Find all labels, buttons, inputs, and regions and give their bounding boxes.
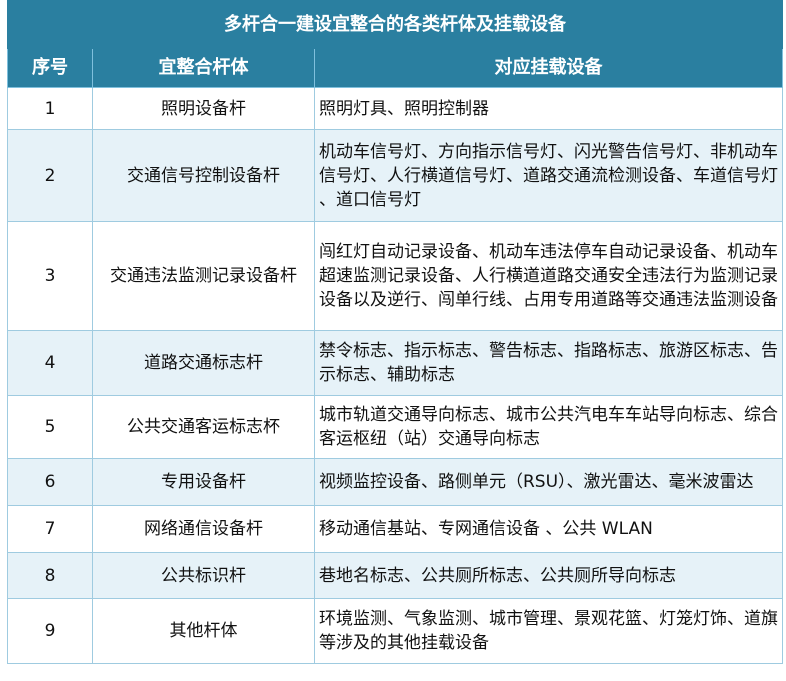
row-number: 4 [7,330,93,396]
header-devices: 对应挂载设备 [313,48,784,88]
row-number: 3 [7,221,93,331]
row-devices: 环境监测、气象监测、城市管理、景观花篮、灯笼灯饰、道旗等涉及的其他挂载设备 [313,598,784,664]
row-pole: 道路交通标志杆 [92,330,315,396]
row-pole: 专用设备杆 [92,458,315,506]
table-row: 3 交通违法监测记录设备杆 闯红灯自动记录设备、机动车违法停车自动记录设备、机动车超… [7,221,784,331]
row-devices: 视频监控设备、路侧单元（RSU）、激光雷达、毫米波雷达 [313,458,784,506]
row-devices: 照明灯具、照明控制器 [313,87,784,130]
row-pole: 公共交通客运标志杯 [92,395,315,459]
row-number: 7 [7,505,93,553]
header-no: 序号 [7,48,93,88]
row-number: 8 [7,552,93,599]
table-row: 5 公共交通客运标志杯 城市轨道交通导向标志、城市公共汽电车车站导向标志、综合客运枢… [7,395,784,459]
row-pole: 交通信号控制设备杆 [92,129,315,222]
table-row: 7 网络通信设备杆 移动通信基站、专网通信设备 、公共 WLAN [7,505,784,553]
row-pole: 其他杆体 [92,598,315,664]
table-row: 8 公共标识杆 巷地名标志、公共厕所标志、公共厕所导向标志 [7,552,784,599]
row-pole: 公共标识杆 [92,552,315,599]
row-devices: 移动通信基站、专网通信设备 、公共 WLAN [313,505,784,553]
row-devices: 机动车信号灯、方向指示信号灯、闪光警告信号灯、非机动车信号灯、人行横道信号灯、道… [313,129,784,222]
table-row: 1 照明设备杆 照明灯具、照明控制器 [7,87,784,130]
row-devices: 城市轨道交通导向标志、城市公共汽电车车站导向标志、综合客运枢纽（站）交通导向标志 [313,395,784,459]
row-pole: 网络通信设备杆 [92,505,315,553]
header-pole: 宜整合杆体 [92,48,315,88]
row-number: 2 [7,129,93,222]
table-title: 多杆合一建设宜整合的各类杆体及挂载设备 [6,0,784,49]
row-pole: 照明设备杆 [92,87,315,130]
row-devices: 闯红灯自动记录设备、机动车违法停车自动记录设备、机动车超速监测记录设备、人行横道… [313,221,784,331]
table-row: 6 专用设备杆 视频监控设备、路侧单元（RSU）、激光雷达、毫米波雷达 [7,458,784,506]
row-number: 9 [7,598,93,664]
table-row: 2 交通信号控制设备杆 机动车信号灯、方向指示信号灯、闪光警告信号灯、非机动车信号灯… [7,129,784,222]
row-number: 1 [7,87,93,130]
row-number: 5 [7,395,93,459]
row-number: 6 [7,458,93,506]
table-row: 9 其他杆体 环境监测、气象监测、城市管理、景观花篮、灯笼灯饰、道旗等涉及的其他挂载… [7,598,784,664]
table-row: 4 道路交通标志杆 禁令标志、指示标志、警告标志、指路标志、旅游区标志、告示标志、辅… [7,330,784,396]
row-pole: 交通违法监测记录设备杆 [92,221,315,331]
row-devices: 禁令标志、指示标志、警告标志、指路标志、旅游区标志、告示标志、辅助标志 [313,330,784,396]
row-devices: 巷地名标志、公共厕所标志、公共厕所导向标志 [313,552,784,599]
pole-equipment-table: 多杆合一建设宜整合的各类杆体及挂载设备 序号 宜整合杆体 对应挂载设备 1 照明设… [6,0,784,664]
header-row: 序号 宜整合杆体 对应挂载设备 [7,48,784,88]
